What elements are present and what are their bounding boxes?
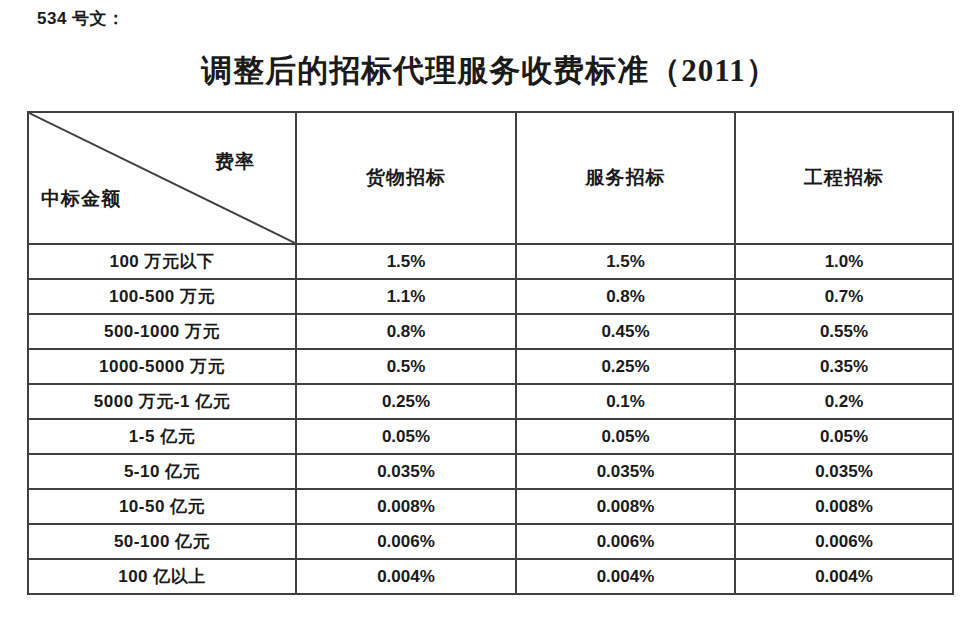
table-row: 5000 万元-1 亿元 0.25% 0.1% 0.2% xyxy=(28,384,953,419)
fee-cell: 0.004% xyxy=(296,559,516,594)
fee-cell: 1.5% xyxy=(296,244,516,279)
column-header-service: 服务招标 xyxy=(516,112,735,244)
row-label: 1-5 亿元 xyxy=(28,419,296,454)
row-label: 100 万元以下 xyxy=(28,244,296,279)
row-label: 100 亿以上 xyxy=(28,559,296,594)
fee-cell: 0.006% xyxy=(296,524,516,559)
fee-cell: 0.006% xyxy=(516,524,735,559)
fee-cell: 0.25% xyxy=(516,349,735,384)
row-label: 1000-5000 万元 xyxy=(28,349,296,384)
fee-cell: 0.05% xyxy=(296,419,516,454)
fee-cell: 0.8% xyxy=(516,279,735,314)
doc-number-label: 534 号文： xyxy=(37,7,125,30)
table-row: 100-500 万元 1.1% 0.8% 0.7% xyxy=(28,279,953,314)
row-label: 5000 万元-1 亿元 xyxy=(28,384,296,419)
row-label: 500-1000 万元 xyxy=(28,314,296,349)
table-row: 100 亿以上 0.004% 0.004% 0.004% xyxy=(28,559,953,594)
corner-label-rate: 费率 xyxy=(215,149,255,175)
fee-cell: 0.004% xyxy=(516,559,735,594)
fee-cell: 0.004% xyxy=(735,559,953,594)
row-label: 100-500 万元 xyxy=(28,279,296,314)
fee-cell: 0.05% xyxy=(516,419,735,454)
fee-cell: 0.55% xyxy=(735,314,953,349)
fee-cell: 0.1% xyxy=(516,384,735,419)
fee-cell: 0.035% xyxy=(516,454,735,489)
table-row: 500-1000 万元 0.8% 0.45% 0.55% xyxy=(28,314,953,349)
column-header-engineering: 工程招标 xyxy=(735,112,953,244)
fee-cell: 0.8% xyxy=(296,314,516,349)
fee-cell: 0.008% xyxy=(735,489,953,524)
diagonal-divider-line xyxy=(29,113,295,243)
fee-cell: 1.1% xyxy=(296,279,516,314)
fee-cell: 0.35% xyxy=(735,349,953,384)
fee-cell: 1.5% xyxy=(516,244,735,279)
table-row: 100 万元以下 1.5% 1.5% 1.0% xyxy=(28,244,953,279)
table-row: 10-50 亿元 0.008% 0.008% 0.008% xyxy=(28,489,953,524)
table-row: 1-5 亿元 0.05% 0.05% 0.05% xyxy=(28,419,953,454)
corner-label-amount: 中标金额 xyxy=(41,186,121,212)
fee-cell: 0.45% xyxy=(516,314,735,349)
fee-cell: 0.008% xyxy=(516,489,735,524)
row-label: 10-50 亿元 xyxy=(28,489,296,524)
fee-cell: 0.05% xyxy=(735,419,953,454)
fee-cell: 0.008% xyxy=(296,489,516,524)
fee-rate-table: 费率 中标金额 货物招标 服务招标 工程招标 100 万元以下 1.5% 1.5… xyxy=(27,111,954,595)
fee-cell: 0.7% xyxy=(735,279,953,314)
fee-cell: 0.2% xyxy=(735,384,953,419)
table-row: 50-100 亿元 0.006% 0.006% 0.006% xyxy=(28,524,953,559)
fee-cell: 0.035% xyxy=(735,454,953,489)
row-label: 5-10 亿元 xyxy=(28,454,296,489)
page-title: 调整后的招标代理服务收费标准（2011） xyxy=(0,50,979,92)
fee-cell: 0.006% xyxy=(735,524,953,559)
table-corner-cell: 费率 中标金额 xyxy=(28,112,296,244)
header-row: 费率 中标金额 货物招标 服务招标 工程招标 xyxy=(28,112,953,244)
fee-cell: 1.0% xyxy=(735,244,953,279)
table-row: 5-10 亿元 0.035% 0.035% 0.035% xyxy=(28,454,953,489)
row-label: 50-100 亿元 xyxy=(28,524,296,559)
document-page: 534 号文： 调整后的招标代理服务收费标准（2011） 费率 中标金额 货物招… xyxy=(0,0,979,629)
fee-cell: 0.25% xyxy=(296,384,516,419)
fee-cell: 0.035% xyxy=(296,454,516,489)
table-row: 1000-5000 万元 0.5% 0.25% 0.35% xyxy=(28,349,953,384)
fee-cell: 0.5% xyxy=(296,349,516,384)
column-header-goods: 货物招标 xyxy=(296,112,516,244)
